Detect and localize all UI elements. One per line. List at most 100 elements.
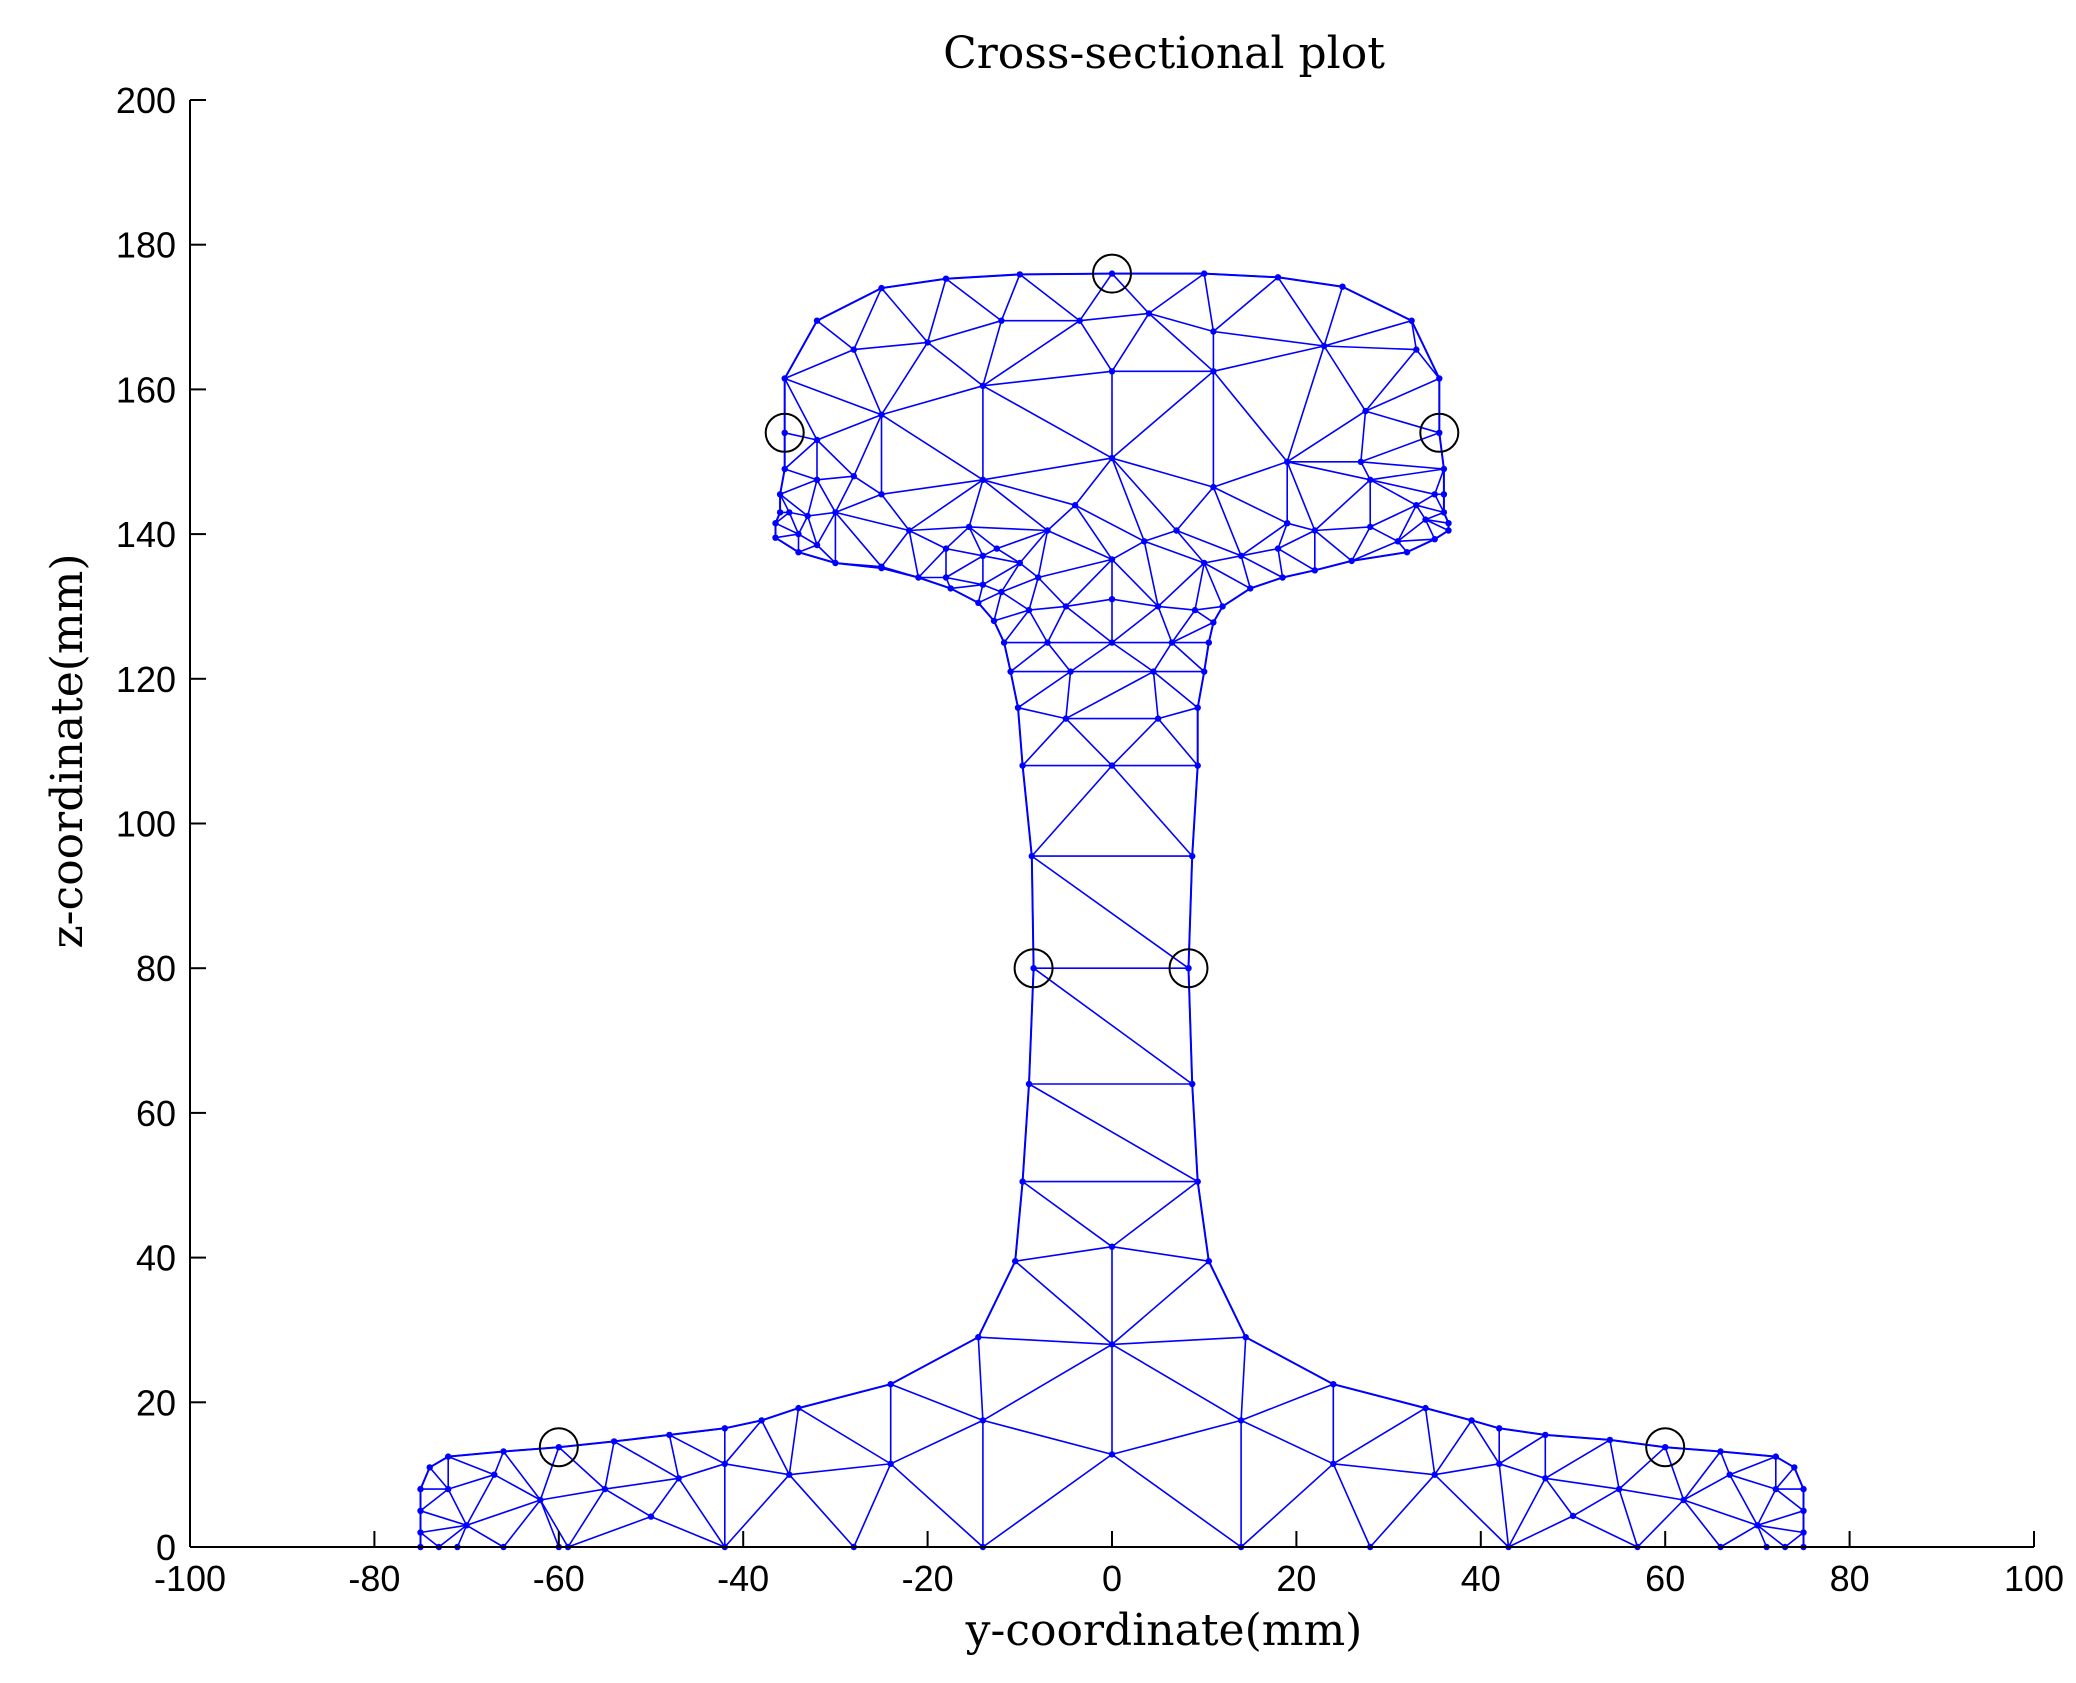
mesh-edge (650, 1477, 680, 1518)
y-tick-label: 80 (136, 948, 176, 989)
mesh-node (915, 574, 922, 581)
mesh-node (1772, 1485, 1780, 1493)
mesh-edge (1370, 468, 1445, 481)
mesh-node (417, 1507, 424, 1515)
mesh-node (795, 530, 802, 538)
mesh-node (1800, 1507, 1807, 1515)
mesh-edge (982, 562, 1021, 586)
x-tick-label: -100 (154, 1558, 226, 1599)
mesh-node (776, 509, 784, 516)
mesh-edge (784, 377, 882, 416)
circled-node-marker (1419, 412, 1460, 453)
mesh-edge (1111, 273, 1150, 314)
mesh-edge (1756, 1488, 1777, 1526)
y-axis-title: z-coordinate(mm) (42, 553, 93, 948)
mesh-node (990, 617, 998, 625)
mesh-edge (1240, 1337, 1247, 1421)
mesh-edge (1111, 457, 1214, 488)
mesh-edge (1609, 1439, 1620, 1490)
mesh-edge (853, 1463, 892, 1548)
mesh-edge (982, 479, 1076, 506)
mesh-edge (993, 591, 1003, 622)
mesh-node (1367, 523, 1374, 531)
mesh-edge (779, 493, 809, 517)
mesh-edge (784, 432, 818, 441)
x-tick-label: 100 (2004, 1558, 2064, 1599)
mesh-edge (1369, 526, 1399, 543)
mesh-node (1569, 1512, 1577, 1520)
mesh-edge (1286, 345, 1325, 463)
x-tick-label: 60 (1645, 1558, 1685, 1599)
mesh-node (1772, 1453, 1780, 1460)
mesh-node (1754, 1522, 1761, 1529)
mesh-node (965, 523, 973, 531)
mesh-edge (1784, 1531, 1804, 1548)
mesh-node (1025, 1080, 1033, 1088)
mesh-edge (945, 547, 984, 557)
mesh-edge (1079, 312, 1149, 322)
mesh-node (813, 436, 821, 444)
mesh-edge (798, 544, 818, 553)
mesh-node (721, 1425, 728, 1432)
mesh-node (975, 1334, 982, 1341)
mesh-edge (1065, 558, 1113, 607)
mesh-edge (1720, 1524, 1758, 1548)
mesh-edge (613, 1440, 680, 1479)
mesh-node (537, 1496, 544, 1504)
mesh-edge (1213, 345, 1325, 373)
mesh-edge (816, 479, 837, 513)
mesh-edge (982, 320, 1003, 387)
mesh-node (675, 1475, 682, 1482)
mesh-node (813, 476, 821, 483)
mesh-node (1422, 1404, 1429, 1412)
mesh-node (1000, 639, 1008, 646)
mesh-edge (1434, 1463, 1500, 1476)
mesh-edge (1424, 519, 1436, 540)
mesh-node (979, 476, 987, 483)
mesh-edge (539, 1499, 569, 1548)
mesh-node (832, 559, 839, 567)
mesh-edge (760, 1420, 791, 1476)
mesh-node (647, 1513, 655, 1520)
mesh-edge (1111, 1245, 1209, 1262)
mesh-edge (1194, 609, 1214, 624)
mesh-node (786, 509, 793, 516)
mesh-edge (1277, 276, 1325, 347)
mesh-edge (493, 1473, 541, 1501)
mesh-node (1168, 639, 1176, 646)
mesh-edge (539, 1499, 560, 1548)
mesh-edge (816, 475, 854, 481)
mesh-edge (1000, 591, 1030, 611)
mesh-edge (1324, 345, 1417, 351)
mesh-node (1311, 567, 1319, 574)
mesh-edge (1415, 493, 1436, 506)
mesh-edge (1498, 1463, 1546, 1480)
mesh-edge (853, 414, 883, 477)
mesh-edge (993, 609, 1030, 622)
mesh-node (1440, 491, 1448, 498)
mesh-edge (908, 530, 920, 578)
mesh-edge (1323, 286, 1344, 347)
mesh-edge (1277, 529, 1316, 550)
mesh-edge (493, 1451, 505, 1475)
mesh-node (1028, 852, 1036, 860)
mesh-node (1210, 328, 1217, 335)
mesh-edge (1277, 522, 1288, 549)
mesh-edge (456, 1524, 468, 1548)
mesh-node (1606, 1436, 1614, 1444)
mesh-edge (1111, 1180, 1199, 1248)
mesh-edge (775, 533, 799, 539)
mesh-edge (1065, 671, 1072, 719)
mesh-node (1108, 556, 1116, 563)
mesh-edge (1425, 518, 1449, 532)
mesh-edge (890, 1383, 984, 1422)
mesh-edge (604, 1488, 652, 1518)
mesh-node (1615, 1485, 1623, 1493)
mesh-node (1025, 606, 1033, 614)
mesh-edge (1157, 706, 1198, 720)
mesh-node (998, 588, 1005, 596)
mesh-edge (1111, 1453, 1242, 1548)
mesh-edge (1111, 605, 1159, 644)
mesh-edge (1022, 718, 1067, 767)
